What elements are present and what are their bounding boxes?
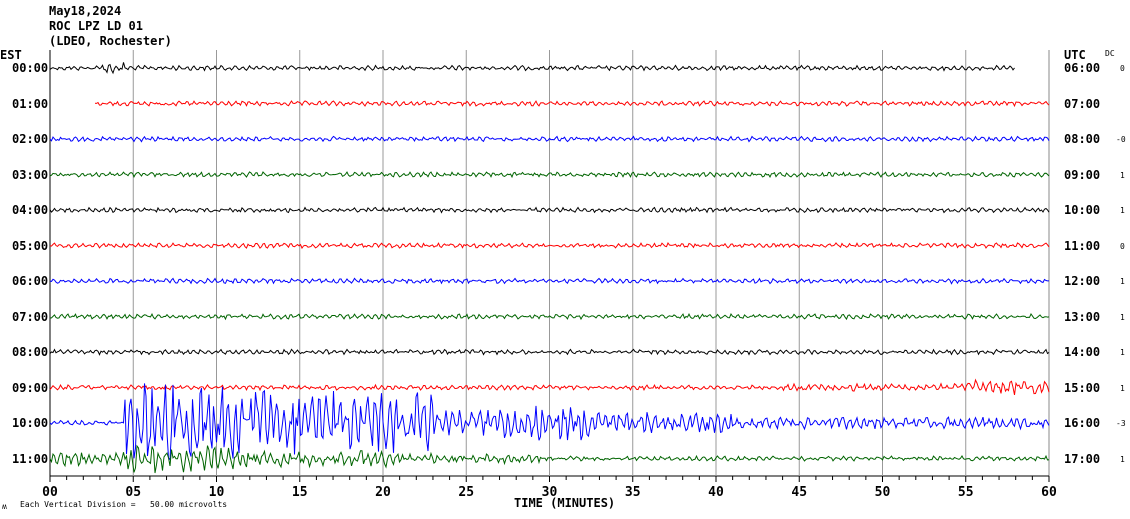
x-axis-label: TIME (MINUTES) xyxy=(514,496,616,510)
dc-offset-value: 1 xyxy=(1120,170,1125,180)
trace-row-0300 xyxy=(49,171,1050,179)
utc-row-label: 10:00 xyxy=(1064,203,1101,217)
trace-row-0800 xyxy=(49,348,1050,356)
scale-note: Each Vertical Division = 50.00 microvolt… xyxy=(20,500,228,509)
utc-row-label: 06:00 xyxy=(1064,61,1101,75)
trace-row-1000 xyxy=(49,383,1050,461)
trace-row-0700 xyxy=(49,312,1050,321)
utc-row-label: 17:00 xyxy=(1064,451,1101,466)
est-row-label: 09:00 xyxy=(12,380,49,395)
dc-offset-value: 1 xyxy=(1120,206,1125,215)
utc-axis-title: UTC xyxy=(1064,48,1086,62)
utc-row-label: 16:00 xyxy=(1064,416,1101,430)
trace-row-0400 xyxy=(49,206,1050,214)
dc-offset-value: 1 xyxy=(1120,454,1125,464)
est-row-label: 11:00 xyxy=(12,451,49,466)
trace-row-0200 xyxy=(49,135,1050,143)
est-row-label: 05:00 xyxy=(12,238,49,253)
trace-row-0100 xyxy=(94,100,1050,108)
est-row-label: 07:00 xyxy=(12,309,49,324)
est-row-label: 00:00 xyxy=(12,61,49,75)
dc-offset-value: 1 xyxy=(1120,277,1125,286)
est-row-label: 06:00 xyxy=(12,274,49,288)
x-tick-label: 50 xyxy=(875,485,891,500)
est-row-label: 10:00 xyxy=(12,416,49,430)
est-row-label: 02:00 xyxy=(12,132,49,146)
utc-row-label: 11:00 xyxy=(1064,238,1101,253)
utc-row-label: 12:00 xyxy=(1064,274,1101,288)
x-tick-label: 20 xyxy=(375,485,391,500)
x-tick-label: 45 xyxy=(791,485,807,500)
x-tick-label: 35 xyxy=(625,485,641,500)
est-row-label: 01:00 xyxy=(12,96,49,111)
x-tick-label: 00 xyxy=(42,485,58,500)
est-axis-title: EST xyxy=(0,48,22,62)
est-row-label: 04:00 xyxy=(12,203,49,217)
trace-row-0000 xyxy=(49,62,1015,75)
network-name: (LDEO, Rochester) xyxy=(49,34,172,48)
x-tick-label: 10 xyxy=(209,485,225,500)
dc-offset-value: 1 xyxy=(1120,348,1125,357)
est-row-label: 03:00 xyxy=(12,167,49,182)
station-name: ROC LPZ LD 01 xyxy=(49,19,143,33)
utc-row-label: 13:00 xyxy=(1064,309,1101,324)
x-tick-label: 40 xyxy=(708,485,724,500)
utc-row-label: 09:00 xyxy=(1064,167,1101,182)
dc-offset-value: 0 xyxy=(1120,64,1125,73)
x-tick-label: 55 xyxy=(958,485,974,500)
est-row-label: 08:00 xyxy=(12,345,49,359)
x-tick-label: 60 xyxy=(1041,485,1057,500)
dc-offset-value: 1 xyxy=(1120,312,1125,322)
trace-row-1100 xyxy=(49,444,1050,474)
chart-date: May18,2024 xyxy=(49,4,122,18)
dc-offset-value: -0 xyxy=(1116,135,1126,144)
dc-offset-value: -3 xyxy=(1116,419,1126,428)
corner-mark: ʍ xyxy=(2,502,7,511)
dc-title: DC xyxy=(1105,49,1115,58)
utc-row-label: 15:00 xyxy=(1064,380,1101,395)
x-tick-label: 15 xyxy=(292,485,308,500)
utc-row-label: 14:00 xyxy=(1064,345,1101,359)
utc-row-label: 07:00 xyxy=(1064,96,1101,111)
x-tick-label: 25 xyxy=(458,485,474,500)
dc-offset-value: 0 xyxy=(1120,241,1125,251)
trace-row-0900 xyxy=(49,378,1050,395)
x-tick-label: 05 xyxy=(125,485,141,500)
utc-row-label: 08:00 xyxy=(1064,132,1101,146)
trace-row-0500 xyxy=(49,241,1050,250)
dc-offset-value: 1 xyxy=(1120,383,1125,393)
trace-row-0600 xyxy=(49,277,1049,285)
x-tick-label: 30 xyxy=(542,485,558,500)
